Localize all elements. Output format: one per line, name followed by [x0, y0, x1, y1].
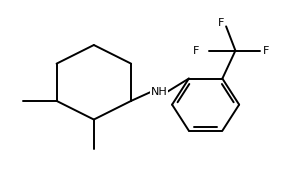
Text: F: F	[218, 18, 225, 28]
Text: F: F	[193, 46, 199, 56]
Text: F: F	[263, 46, 269, 56]
Text: NH: NH	[151, 87, 167, 97]
